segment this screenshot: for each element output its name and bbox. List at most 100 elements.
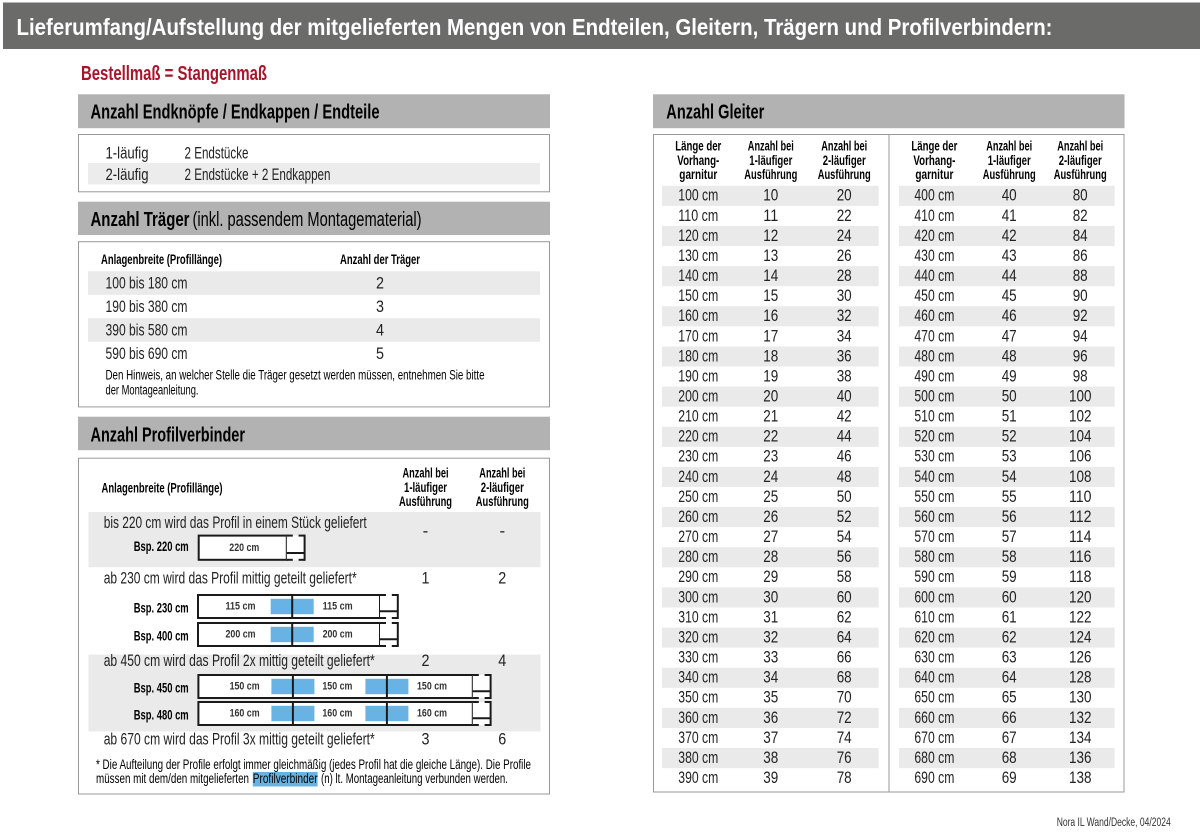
svg-text:31: 31 — [763, 607, 778, 626]
svg-text:400 cm: 400 cm — [914, 186, 954, 205]
svg-text:22: 22 — [763, 427, 778, 446]
svg-text:62: 62 — [837, 607, 852, 626]
svg-text:67: 67 — [1002, 728, 1017, 747]
svg-text:690 cm: 690 cm — [914, 768, 954, 787]
svg-text:10: 10 — [763, 186, 778, 205]
svg-text:112: 112 — [1069, 507, 1092, 526]
svg-text:22: 22 — [837, 206, 852, 225]
svg-text:24: 24 — [763, 467, 778, 486]
svg-text:190 cm: 190 cm — [678, 366, 718, 385]
svg-text:Anzahl Endknöpfe / Endkappen /: Anzahl Endknöpfe / Endkappen / Endteile — [91, 101, 380, 123]
svg-text:14: 14 — [763, 266, 778, 285]
svg-text:Anzahl bei: Anzahl bei — [1057, 139, 1103, 154]
svg-text:6: 6 — [498, 729, 506, 748]
svg-text:28: 28 — [837, 266, 852, 285]
svg-text:Anzahl Profilverbinder: Anzahl Profilverbinder — [91, 425, 246, 447]
svg-text:116: 116 — [1069, 547, 1092, 566]
svg-text:390 cm: 390 cm — [678, 768, 718, 787]
svg-text:570 cm: 570 cm — [914, 527, 954, 546]
svg-text:220 cm: 220 cm — [678, 427, 718, 446]
svg-text:270 cm: 270 cm — [678, 527, 718, 546]
svg-text:Anlagenbreite (Profillänge): Anlagenbreite (Profillänge) — [101, 252, 222, 267]
svg-text:150 cm: 150 cm — [678, 286, 718, 305]
svg-text:580 cm: 580 cm — [914, 547, 954, 566]
svg-text:600 cm: 600 cm — [914, 587, 954, 606]
svg-text:Nora IL Wand/Decke, 04/2024: Nora IL Wand/Decke, 04/2024 — [1057, 817, 1171, 829]
svg-text:66: 66 — [1002, 708, 1017, 727]
svg-text:ab 450 cm wird das Profil 2x m: ab 450 cm wird das Profil 2x mittig gete… — [104, 651, 375, 670]
svg-text:38: 38 — [763, 748, 778, 767]
svg-text:660 cm: 660 cm — [914, 708, 954, 727]
svg-text:200 cm: 200 cm — [226, 629, 256, 641]
svg-text:Anzahl bei: Anzahl bei — [986, 139, 1032, 154]
svg-text:78: 78 — [837, 768, 852, 787]
svg-text:170 cm: 170 cm — [678, 326, 718, 345]
svg-text:19: 19 — [763, 366, 778, 385]
svg-text:32: 32 — [837, 306, 852, 325]
svg-text:380 cm: 380 cm — [678, 748, 718, 767]
svg-text:Bestellmaß = Stangenmaß: Bestellmaß = Stangenmaß — [81, 63, 267, 85]
svg-text:58: 58 — [837, 567, 852, 586]
svg-text:48: 48 — [1002, 346, 1017, 365]
svg-text:15: 15 — [763, 286, 778, 305]
svg-text:96: 96 — [1073, 346, 1088, 365]
svg-text:2: 2 — [376, 273, 384, 292]
svg-text:360 cm: 360 cm — [678, 708, 718, 727]
svg-text:132: 132 — [1069, 708, 1092, 727]
svg-text:58: 58 — [1002, 547, 1017, 566]
svg-text:84: 84 — [1073, 226, 1088, 245]
svg-text:46: 46 — [837, 447, 852, 466]
svg-text:128: 128 — [1069, 668, 1092, 687]
svg-text:290 cm: 290 cm — [678, 567, 718, 586]
svg-text:61: 61 — [1002, 607, 1017, 626]
svg-text:59: 59 — [1002, 567, 1017, 586]
svg-text:100: 100 — [1069, 387, 1092, 406]
svg-text:(inkl. passendem Montagemateri: (inkl. passendem Montagematerial) — [193, 209, 422, 231]
svg-text:126: 126 — [1069, 648, 1092, 667]
svg-text:57: 57 — [1002, 527, 1017, 546]
svg-text:440 cm: 440 cm — [914, 266, 954, 285]
svg-text:80: 80 — [1073, 186, 1088, 205]
svg-text:Anzahl Träger: Anzahl Träger — [91, 209, 190, 231]
svg-text:garnitur: garnitur — [915, 167, 954, 182]
svg-text:134: 134 — [1069, 728, 1092, 747]
svg-text:65: 65 — [1002, 688, 1017, 707]
svg-text:Vorhang-: Vorhang- — [677, 153, 719, 168]
svg-text:64: 64 — [1002, 668, 1017, 687]
svg-text:48: 48 — [837, 467, 852, 486]
svg-text:115 cm: 115 cm — [226, 601, 256, 613]
svg-text:108: 108 — [1069, 467, 1092, 486]
svg-text:13: 13 — [763, 246, 778, 265]
svg-text:44: 44 — [1002, 266, 1017, 285]
svg-text:1-läufiger: 1-läufiger — [988, 153, 1032, 168]
svg-text:340 cm: 340 cm — [678, 668, 718, 687]
svg-text:2: 2 — [422, 651, 430, 670]
svg-text:27: 27 — [763, 527, 778, 546]
svg-text:210 cm: 210 cm — [678, 407, 718, 426]
svg-text:25: 25 — [763, 487, 778, 506]
svg-text:64: 64 — [837, 627, 852, 646]
svg-text:11: 11 — [763, 206, 778, 225]
svg-text:240 cm: 240 cm — [678, 467, 718, 486]
svg-text:32: 32 — [763, 627, 778, 646]
svg-text:110 cm: 110 cm — [678, 206, 718, 225]
svg-text:49: 49 — [1002, 366, 1017, 385]
svg-text:56: 56 — [1002, 507, 1017, 526]
svg-text:44: 44 — [837, 427, 852, 446]
svg-text:54: 54 — [1002, 467, 1017, 486]
svg-text:45: 45 — [1002, 286, 1017, 305]
svg-text:ab 670 cm wird das Profil 3x m: ab 670 cm wird das Profil 3x mittig gete… — [104, 729, 375, 748]
svg-text:70: 70 — [837, 688, 852, 707]
svg-text:46: 46 — [1002, 306, 1017, 325]
svg-text:92: 92 — [1073, 306, 1088, 325]
svg-text:16: 16 — [763, 306, 778, 325]
svg-text:17: 17 — [763, 326, 778, 345]
svg-text:140 cm: 140 cm — [678, 266, 718, 285]
svg-text:28: 28 — [763, 547, 778, 566]
svg-text:90: 90 — [1073, 286, 1088, 305]
svg-text:23: 23 — [763, 447, 778, 466]
svg-text:35: 35 — [763, 688, 778, 707]
svg-text:2-läufiger: 2-läufiger — [823, 153, 867, 168]
svg-text:160 cm: 160 cm — [322, 708, 352, 720]
svg-text:350 cm: 350 cm — [678, 688, 718, 707]
